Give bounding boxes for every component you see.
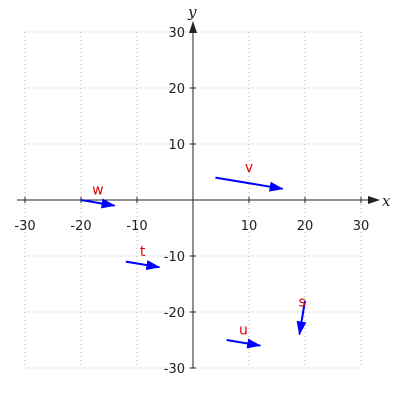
vector-label-w: w — [92, 182, 103, 198]
y-tick-label: 20 — [168, 82, 185, 97]
x-tick-label: -20 — [70, 219, 91, 234]
x-axis-label: x — [382, 192, 391, 210]
vector-arrow-s — [296, 300, 307, 336]
vector-arrow-v — [215, 176, 284, 192]
vector-arrow-t — [125, 260, 161, 270]
vector-arrow-u — [226, 338, 262, 349]
y-axis-label: y — [187, 3, 197, 21]
y-tick-label: -10 — [164, 250, 185, 265]
x-tick-label: 10 — [241, 219, 258, 234]
x-tick-label: -10 — [126, 219, 147, 234]
vector-label-s: s — [299, 294, 306, 310]
y-tick-label: -20 — [164, 306, 185, 321]
vectors: v w t s u — [80, 160, 307, 349]
axes: x y — [17, 3, 391, 368]
vector-label-t: t — [140, 244, 146, 260]
x-tick-label: 30 — [353, 219, 370, 234]
y-tick-label: 10 — [168, 138, 185, 153]
y-tick-label: -30 — [164, 362, 185, 377]
y-tick-label: 30 — [168, 26, 185, 41]
vector-label-v: v — [245, 160, 253, 176]
x-tick-label: 20 — [297, 219, 314, 234]
x-tick-label: -30 — [14, 219, 35, 234]
vector-arrow-w — [80, 198, 116, 209]
tick-labels: -30 -20 -10 10 20 30 30 20 10 -10 -20 -30 — [14, 26, 369, 377]
vector-label-u: u — [239, 322, 248, 338]
